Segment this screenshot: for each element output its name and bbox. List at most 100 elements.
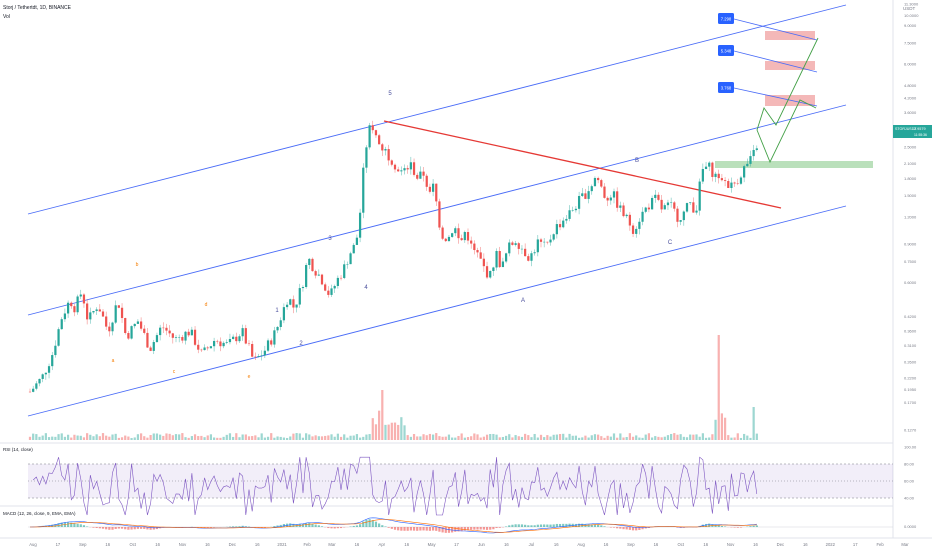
candle-body [362, 167, 365, 213]
volume-bar [609, 436, 612, 440]
volume-bar [73, 434, 76, 440]
macd-bar [327, 527, 330, 529]
macd-bar [152, 527, 155, 530]
candle-body [222, 342, 225, 347]
candle-body [746, 163, 749, 167]
volume-bar [577, 437, 581, 440]
volume-bar [165, 433, 168, 440]
volume-bar [685, 437, 689, 440]
volume-bar [162, 435, 165, 440]
macd-bar [425, 527, 428, 531]
volume-bar [197, 436, 200, 440]
macd-bar [384, 526, 387, 527]
channel-lower-line[interactable] [27, 205, 847, 417]
time-axis-tick: 16 [803, 542, 808, 547]
macd-bar [136, 527, 140, 529]
volume-bar [635, 435, 638, 440]
volume-bar [266, 436, 270, 440]
macd-line [29, 517, 757, 534]
volume-bar [324, 435, 327, 440]
macd-bar [244, 526, 247, 527]
price-axis[interactable]: 11.3000 10.0000 9.0000 7.5000 6.0000 4.8000 4.… [904, 2, 919, 433]
macd-bar [473, 527, 476, 530]
downtrend-line[interactable] [383, 120, 782, 209]
volume-bar [92, 436, 95, 440]
volume-bar [673, 433, 676, 440]
macd-bar [574, 523, 578, 527]
macd-bar [279, 524, 282, 527]
candle-body [51, 355, 54, 367]
volume-bar [76, 435, 79, 440]
volume-bar [66, 434, 70, 440]
channel-upper-line[interactable] [27, 4, 847, 215]
time-axis-tick: Sep [79, 542, 87, 547]
macd-bar [133, 527, 136, 530]
macd-bar [631, 527, 635, 531]
macd-bar [238, 526, 241, 527]
macd-bar [457, 527, 460, 532]
volume-bar [89, 434, 92, 440]
macd-bar [70, 522, 73, 527]
candle-body [133, 323, 136, 327]
macd-bar [635, 527, 638, 531]
candle-body [609, 197, 612, 201]
candle-body [355, 237, 359, 245]
candle-body [736, 183, 739, 184]
candle-body [89, 312, 92, 320]
candle-body [155, 335, 159, 343]
volume-bar [384, 424, 387, 440]
support-zone[interactable] [715, 161, 873, 168]
last-price-countdown: 11:55:36 [914, 133, 927, 137]
volume-bar [622, 437, 625, 440]
candle-body [416, 174, 419, 179]
volume-bar [86, 433, 89, 440]
macd-bar [565, 523, 568, 527]
projection-path-upper[interactable] [756, 37, 819, 131]
candle-body [114, 305, 117, 323]
macd-bar [549, 524, 552, 527]
volume-bar [517, 436, 520, 440]
volume-bar [543, 437, 546, 440]
volume-bar [393, 422, 397, 440]
candle-body [562, 220, 565, 228]
last-price-badge[interactable]: STORJUSDT 2.9579 11:55:36 [893, 125, 932, 138]
volume-bar [416, 436, 419, 440]
macd-bar [485, 527, 489, 530]
volume-bar [431, 434, 435, 440]
target-badge-1[interactable]: 3.768 [718, 82, 734, 93]
projection-path-lower[interactable] [756, 99, 817, 164]
volume-bar [358, 437, 362, 440]
volume-bars [28, 335, 758, 440]
time-axis-tick: 16 [753, 542, 758, 547]
volume-bar [714, 419, 717, 440]
time-axis[interactable]: Aug 17 Sep 16 Oct 16 Nov 16 Dec 16 2021 Feb Mar 16 Apr… [29, 542, 909, 547]
target-badge-2[interactable]: 5.348 [718, 45, 734, 56]
macd-bar [527, 525, 530, 527]
volume-bar [190, 436, 193, 440]
candle-body [162, 327, 165, 329]
volume-bar [139, 433, 143, 440]
target-zone-3[interactable] [765, 31, 815, 40]
candle-body [263, 350, 266, 356]
volume-bar [647, 433, 651, 440]
time-axis-tick: 17 [454, 542, 459, 547]
price-axis-tick: 4.2000 [904, 95, 917, 100]
rsi-axis-tick: 100.00 [904, 445, 917, 450]
volume-bar [463, 437, 466, 440]
volume-bar [270, 433, 273, 440]
volume-bar [35, 434, 38, 440]
macd-bar [508, 525, 511, 527]
candle-body [397, 169, 400, 172]
volume-bar [298, 433, 301, 440]
volume-bar [666, 435, 670, 440]
volume-bar [704, 437, 708, 440]
candle-body [73, 306, 76, 313]
macd-bar [451, 527, 454, 533]
channel-middle-line[interactable] [27, 104, 847, 316]
volume-bar [682, 436, 685, 440]
candle-body [714, 173, 717, 177]
target-badge-3[interactable]: 7.298 [718, 13, 734, 24]
candle-body [358, 212, 362, 238]
volume-bar [438, 436, 441, 440]
candle-body [130, 326, 133, 339]
